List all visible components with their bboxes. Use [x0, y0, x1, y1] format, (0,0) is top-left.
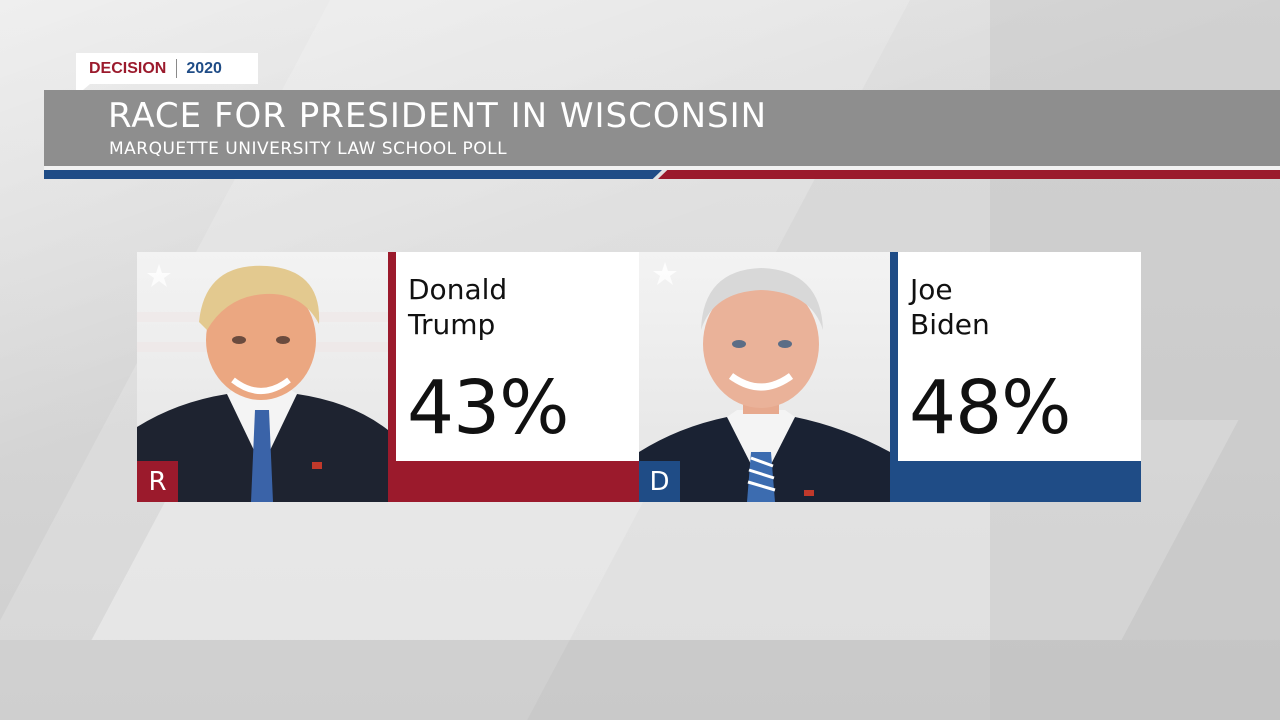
- page-title: RACE FOR PRESIDENT IN WISCONSIN: [108, 96, 768, 136]
- candidate-card-trump: R Donald Trump 43%: [137, 252, 639, 502]
- tag-divider: [176, 59, 178, 78]
- candidate-info-biden: Joe Biden 48%: [890, 252, 1141, 502]
- red-stripe: [658, 170, 1280, 179]
- candidate-photo-biden: D: [639, 252, 890, 502]
- candidate-photo-trump: R: [137, 252, 388, 502]
- party-badge-democrat: D: [639, 461, 680, 502]
- blue-stripe: [44, 170, 662, 179]
- party-badge-republican: R: [137, 461, 178, 502]
- title-bar: [44, 90, 1280, 166]
- accent-bar-vertical: [890, 252, 898, 502]
- candidate-card-biden: D Joe Biden 48%: [639, 252, 1141, 502]
- candidate-percent: 43%: [407, 365, 569, 451]
- portrait-illustration: [137, 264, 388, 502]
- background-panel: [0, 640, 1280, 720]
- accent-bar-horizontal: [890, 461, 1141, 502]
- portrait-illustration: [639, 262, 890, 502]
- candidate-name: Donald Trump: [408, 272, 507, 342]
- candidate-first-name: Joe: [910, 273, 953, 306]
- candidate-name: Joe Biden: [910, 272, 990, 342]
- candidate-last-name: Biden: [910, 308, 990, 341]
- decision-label: DECISION: [89, 59, 167, 77]
- candidate-first-name: Donald: [408, 273, 508, 306]
- candidate-info-trump: Donald Trump 43%: [388, 252, 639, 502]
- year-label: 2020: [186, 59, 222, 77]
- divider-stripe: [44, 166, 1280, 170]
- decision-tag: DECISION 2020: [76, 53, 258, 84]
- candidate-last-name: Trump: [408, 308, 496, 341]
- candidate-percent: 48%: [909, 365, 1071, 451]
- accent-bar-vertical: [388, 252, 396, 502]
- page-subtitle: MARQUETTE UNIVERSITY LAW SCHOOL POLL: [109, 139, 508, 159]
- accent-bar-horizontal: [388, 461, 639, 502]
